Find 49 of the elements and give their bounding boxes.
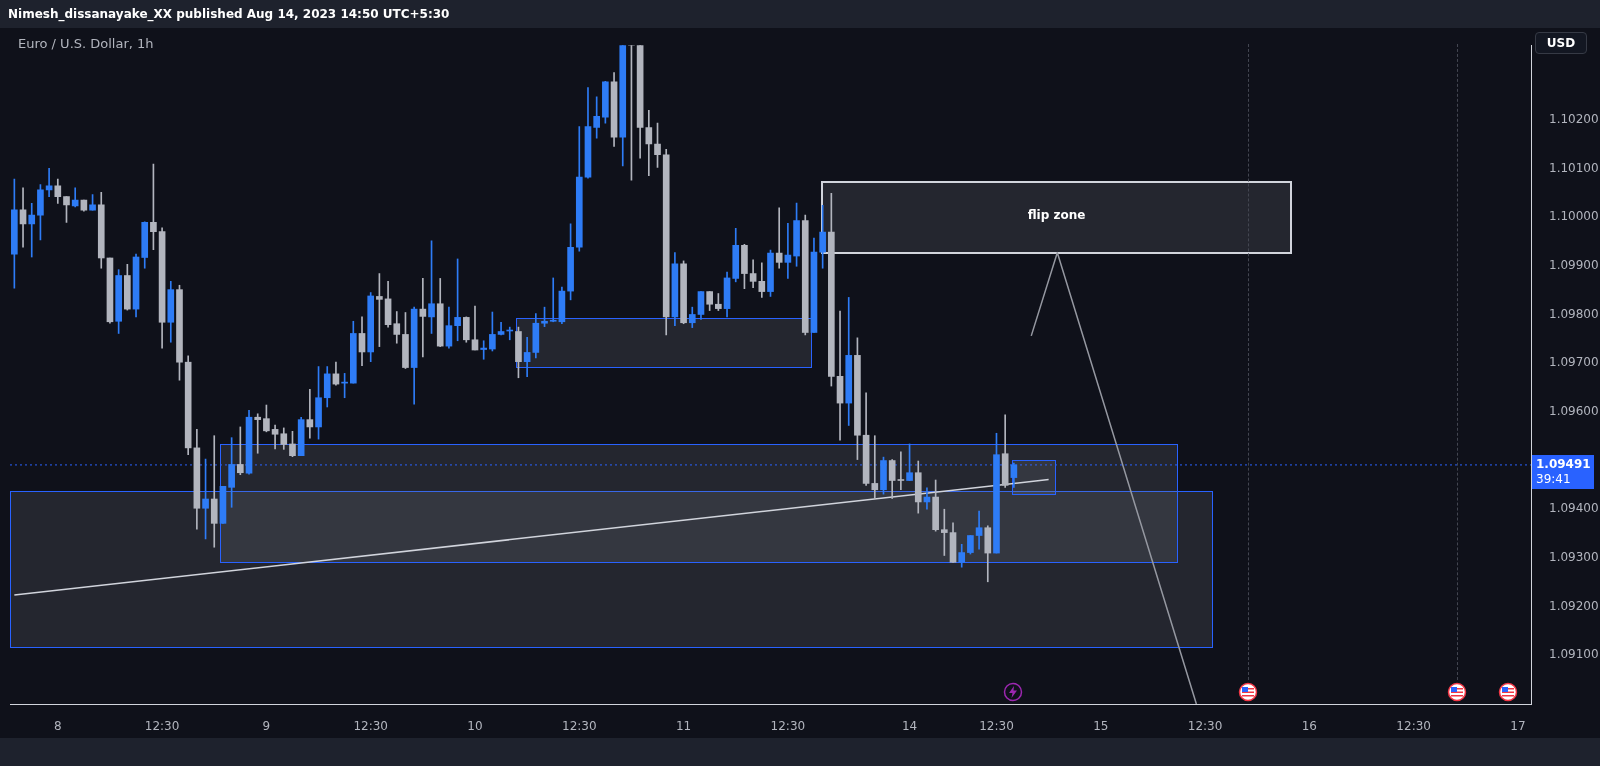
x-tick-label: 16 xyxy=(1301,719,1318,734)
ref-line-label: 1.09491 xyxy=(1536,456,1591,472)
candlestick xyxy=(19,187,27,248)
y-tick-label: 1.10200 xyxy=(1549,111,1599,126)
candlestick xyxy=(254,413,262,454)
y-tick-label: 1.09900 xyxy=(1549,257,1599,272)
candlestick xyxy=(210,435,218,548)
candlestick xyxy=(784,223,792,279)
text: 39:41 xyxy=(1536,471,1572,487)
candlestick xyxy=(480,340,488,360)
candlestick xyxy=(28,203,36,258)
candlestick xyxy=(897,451,905,491)
y-tick-label: 1.10100 xyxy=(1549,160,1599,175)
chart-title: Euro / U.S. Dollar, 1h xyxy=(18,36,154,51)
x-tick-label: 9 xyxy=(262,719,271,734)
x-tick-label: 12:30 xyxy=(979,719,1014,734)
candlestick xyxy=(775,207,783,269)
y-tick-label: 1.10000 xyxy=(1549,209,1599,224)
y-tick-label: 1.09100 xyxy=(1549,647,1599,662)
x-tick-label: 12:30 xyxy=(1187,719,1223,734)
x-tick-label: 12:30 xyxy=(353,719,388,734)
y-tick-label: 1.09200 xyxy=(1549,598,1599,613)
y-tick-label: 1.09600 xyxy=(1549,403,1599,418)
text: USD xyxy=(1535,32,1587,54)
x-tick-label: 11 xyxy=(675,719,692,734)
x-tick-label: 17 xyxy=(1510,719,1526,734)
candlestick xyxy=(306,389,314,439)
x-tick-label: 14 xyxy=(901,719,918,734)
candlestick xyxy=(523,337,531,378)
y-tick-label: 1.09700 xyxy=(1549,355,1599,370)
candlestick xyxy=(941,508,948,556)
candlestick xyxy=(645,110,653,177)
annotation: flip zone xyxy=(1026,208,1087,222)
x-tick-label: 15 xyxy=(1093,719,1109,734)
x-tick-label: 12:30 xyxy=(144,719,180,734)
candlestick xyxy=(549,277,557,323)
candlestick xyxy=(236,426,244,475)
candlestick xyxy=(975,510,983,550)
x-tick-label: 12:30 xyxy=(770,719,806,734)
chart-subtitle: Nimesh_dissanayake_XX published Aug 14, 2023 14:50 UTC+5:30 xyxy=(8,7,450,21)
x-tick-label: 8 xyxy=(53,719,62,734)
y-tick-label: 1.09300 xyxy=(1549,550,1599,565)
x-tick-label: 10 xyxy=(467,719,483,734)
y-tick-label: 1.09800 xyxy=(1549,306,1599,321)
candlestick xyxy=(871,435,879,499)
x-tick-label: 12:30 xyxy=(1396,719,1431,734)
candlestick xyxy=(419,278,427,358)
y-tick-label: 1.09400 xyxy=(1549,501,1599,516)
x-tick-label: 12:30 xyxy=(561,719,597,734)
